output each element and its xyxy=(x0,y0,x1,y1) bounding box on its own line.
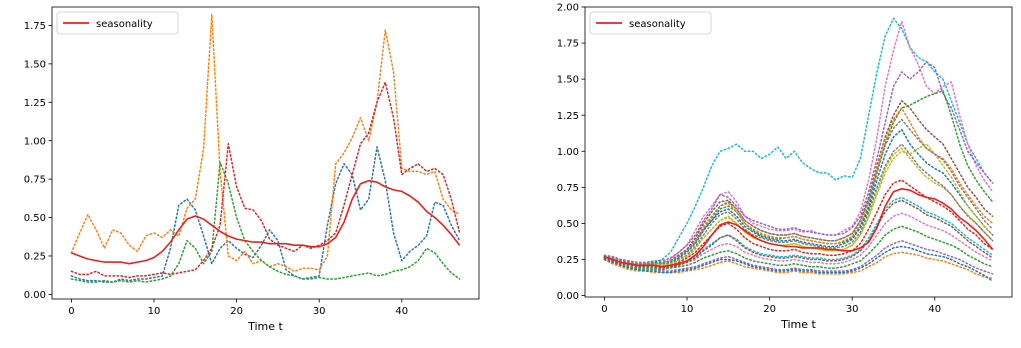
x-tick-label: 10 xyxy=(148,306,161,317)
series-line-13 xyxy=(603,225,994,271)
series-line-seasonality xyxy=(71,179,461,265)
series-line-16 xyxy=(603,143,994,267)
y-tick-label: 1.75 xyxy=(557,39,579,50)
series-line-17 xyxy=(603,199,994,269)
y-tick-label: 0.00 xyxy=(557,291,579,302)
series-line-11 xyxy=(603,196,994,268)
x-tick-label: 10 xyxy=(681,304,694,315)
y-tick-label: 2.00 xyxy=(557,3,579,14)
y-tick-label: 1.25 xyxy=(24,98,46,109)
x-tick-label: 40 xyxy=(395,306,408,317)
x-tick-label: 40 xyxy=(928,304,941,315)
series-line-4 xyxy=(603,89,994,265)
legend-label: seasonality xyxy=(629,19,686,30)
y-tick-label: 0.50 xyxy=(557,219,579,230)
legend-box xyxy=(56,11,179,35)
y-tick-label: 1.00 xyxy=(557,147,579,158)
y-tick-label: 1.00 xyxy=(24,136,46,147)
y-tick-label: 1.25 xyxy=(557,111,579,122)
x-axis-label: Time t xyxy=(780,318,816,331)
y-tick-label: 0.25 xyxy=(24,252,46,263)
legend: seasonality xyxy=(56,11,179,35)
series-line-1 xyxy=(603,17,994,267)
series-line-18 xyxy=(603,245,994,282)
y-tick-label: 1.50 xyxy=(24,59,46,70)
y-tick-label: 1.50 xyxy=(557,75,579,86)
series-line-2 xyxy=(603,20,994,268)
y-tick-label: 0.50 xyxy=(24,213,46,224)
x-tick-label: 20 xyxy=(230,306,243,317)
legend-label: seasonality xyxy=(96,19,153,30)
series-line-15 xyxy=(603,251,994,279)
x-tick-label: 20 xyxy=(763,304,776,315)
y-tick-label: 0.75 xyxy=(557,183,579,194)
chart-right: 0 10 20 30 40 0.00 0.25 0.50 0.75 1.00 1.25 1.50 1.7… xyxy=(557,3,1013,331)
axes-frame xyxy=(51,6,480,300)
y-tick-label: 0.25 xyxy=(557,255,579,266)
plot-area xyxy=(603,17,994,282)
y-tick-label: 0.00 xyxy=(24,290,46,301)
x-axis-label: Time t xyxy=(247,320,283,333)
series-line-10 xyxy=(603,179,994,268)
series-line-seasonality xyxy=(604,188,994,268)
legend: seasonality xyxy=(589,11,712,35)
series-line-3 xyxy=(603,61,994,264)
y-tick-label: 0.75 xyxy=(24,175,46,186)
series-line-8 xyxy=(603,147,994,268)
series-line-2 xyxy=(70,13,461,273)
plot-area xyxy=(70,13,461,283)
x-tick-label: 0 xyxy=(68,306,74,317)
x-tick-label: 30 xyxy=(846,304,859,315)
series-line-7 xyxy=(603,128,994,267)
series-line-4 xyxy=(70,81,461,279)
chart-left: 0 10 20 30 40 0.00 0.25 0.50 0.75 1.00 1.25 1.50 1.7… xyxy=(24,6,480,333)
series-line-1 xyxy=(70,146,461,283)
series-line-19 xyxy=(603,118,994,265)
series-line-14 xyxy=(603,239,994,275)
axes-frame xyxy=(584,6,1013,298)
x-tick-label: 30 xyxy=(313,306,326,317)
legend-box xyxy=(589,11,712,35)
series-line-3 xyxy=(70,161,461,283)
y-tick-label: 1.75 xyxy=(24,21,46,32)
x-tick-label: 0 xyxy=(601,304,607,315)
